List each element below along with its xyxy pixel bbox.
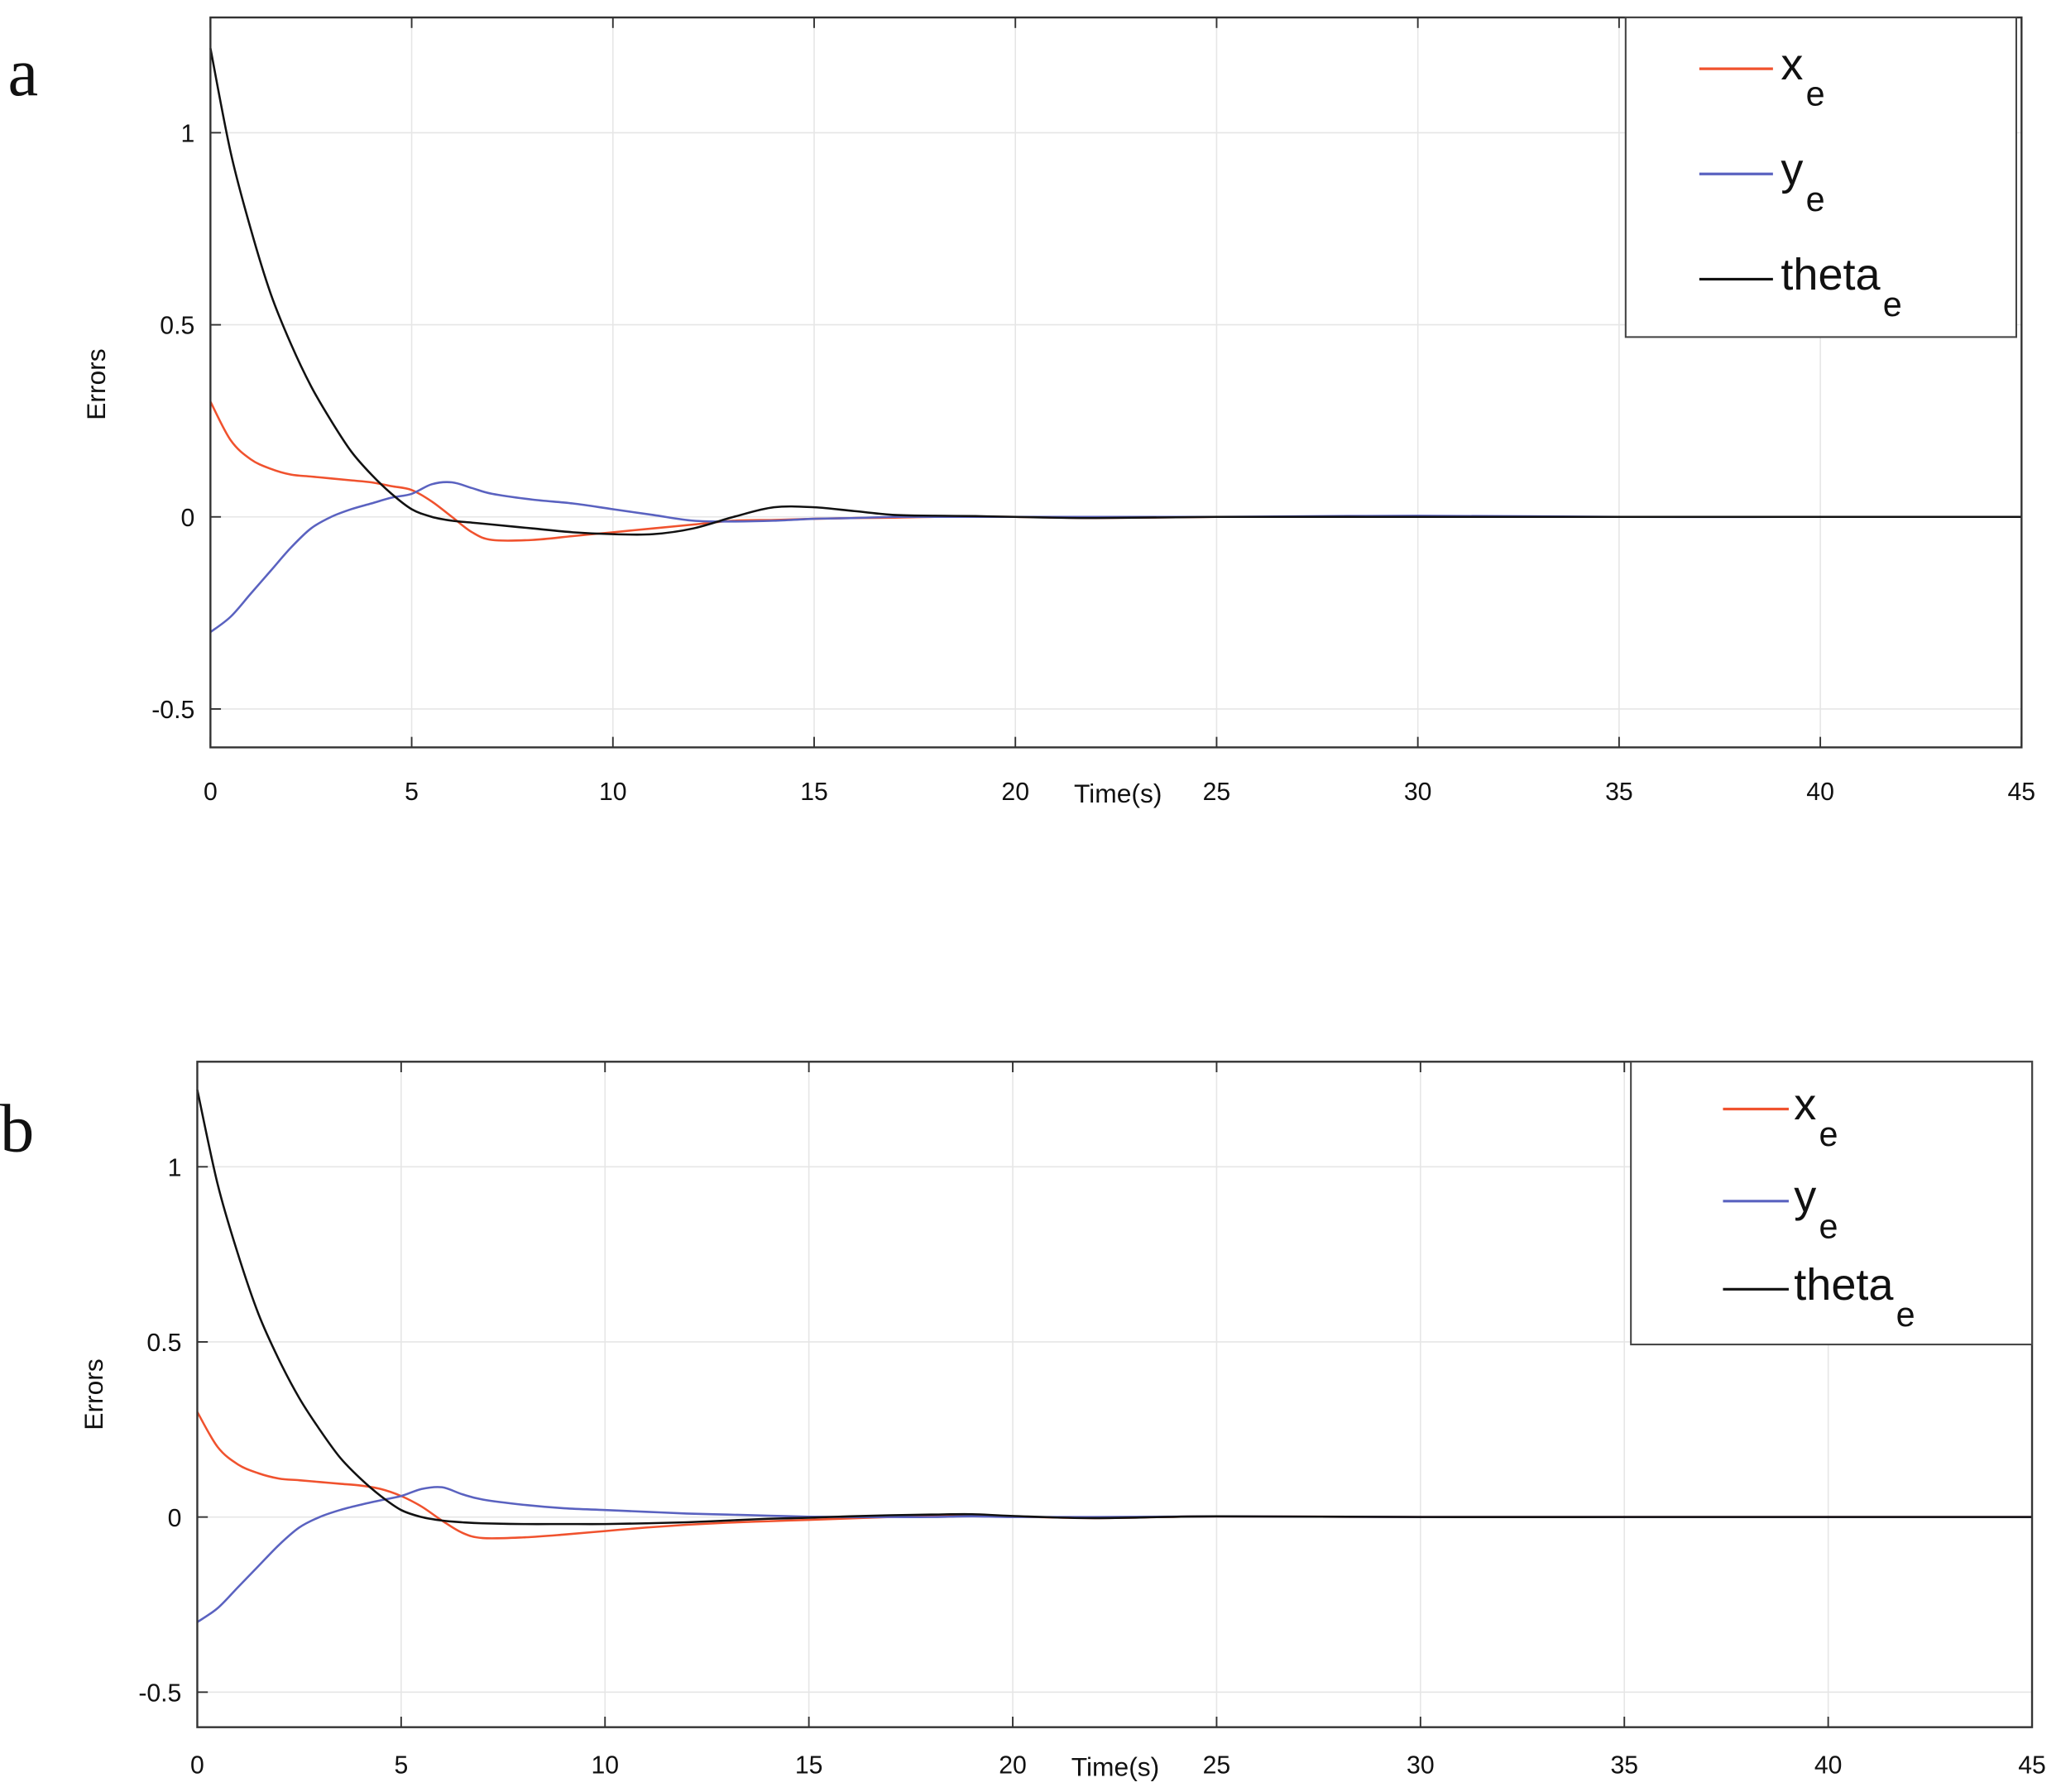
y-axis-label: Errors [81,348,111,420]
panel-label: a [8,34,39,110]
y-tick-label: 1 [168,1154,182,1181]
legend-box [1630,1061,2034,1346]
x-tick-label: 20 [1001,779,1029,806]
x-tick-label: 45 [2018,1751,2046,1779]
x-tick-label: 15 [800,779,828,806]
x-tick-label: 10 [599,779,627,806]
legend-label-main: theta [1794,1260,1894,1310]
axes-box [209,16,2023,749]
legend-label-theta_e: thetae [1781,250,1901,323]
legend-box [1624,17,2017,338]
x-axis-label: Time(s) [1074,779,1162,808]
y-tick-label: 0.5 [160,313,194,340]
x-tick-label: 45 [2008,779,2036,806]
x-tick-label: 5 [394,1751,408,1779]
legend-label-main: y [1781,145,1803,194]
legend-label-x_e: xe [1794,1080,1838,1153]
x-tick-label: 0 [190,1751,204,1779]
y-tick-label: 1 [180,121,194,148]
x-tick-label: 20 [999,1751,1027,1779]
series-line-theta_e [196,1089,2033,1526]
y-tick-label: 0.5 [146,1330,181,1357]
legend-label-y_e: ye [1794,1172,1838,1246]
y-tick-label: -0.5 [151,697,194,724]
x-tick-label: 15 [795,1751,823,1779]
x-tick-label: 35 [1605,779,1633,806]
x-tick-label: 30 [1404,779,1432,806]
y-tick-label: 0 [180,505,194,532]
legend-label-subscript: e [1819,1207,1838,1245]
x-tick-label: 30 [1407,1751,1435,1779]
legend-label-subscript: e [1883,285,1902,323]
legend-label-theta_e: thetae [1794,1260,1915,1334]
x-tick-label: 10 [591,1751,619,1779]
legend-label-main: y [1794,1172,1816,1222]
x-tick-label: 25 [1203,779,1231,806]
axes-box [196,1061,2034,1728]
x-tick-label: 0 [204,779,218,806]
y-axis-label: Errors [79,1358,108,1430]
legend-label-main: x [1781,40,1803,89]
series-line-theta_e [209,48,2022,536]
legend-label-subscript: e [1806,180,1825,218]
y-tick-label: 0 [168,1505,182,1532]
legend-label-subscript: e [1896,1296,1915,1334]
legend-label-subscript: e [1806,75,1825,113]
legend-label-x_e: xe [1781,40,1824,113]
x-tick-label: 40 [1806,779,1834,806]
chart-panel-b: 0 5 10 15 20 25 30 35 40 45 -0.5 0 0.5 1 Time(s) Errors… [0,1061,2059,1792]
chart-panel-a: 0 5 10 15 20 25 30 35 40 45 -0.5 0 0.5 1 Time(s) Errors… [8,16,2049,813]
legend-label-main: theta [1781,250,1881,299]
x-tick-label: 40 [1814,1751,1843,1779]
legend-label-y_e: ye [1781,145,1824,218]
x-tick-label: 5 [405,779,419,806]
y-tick-label: -0.5 [138,1679,181,1707]
x-tick-label: 25 [1203,1751,1231,1779]
panel-label: b [0,1090,34,1166]
legend-label-subscript: e [1819,1115,1838,1153]
x-tick-label: 35 [1610,1751,1638,1779]
legend-label-main: x [1794,1080,1816,1129]
x-axis-label: Time(s) [1071,1751,1160,1781]
